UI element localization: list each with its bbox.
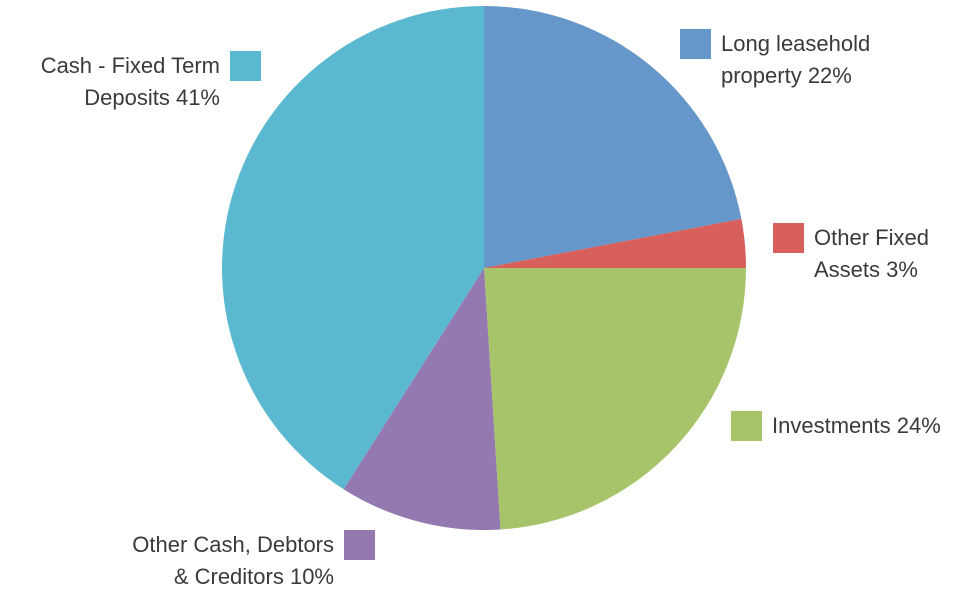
pie-slice-other-fixed-assets (484, 218, 746, 268)
slice-label-cash-fixed-term-line2: Deposits 41% (84, 85, 220, 110)
slice-label-cash-fixed-term: Cash - Fixed Term (41, 53, 220, 78)
pie-slice-cash-fixed-term (222, 6, 484, 490)
pie-slice-long-leasehold (484, 6, 742, 268)
legend-swatch-other-cash (344, 530, 375, 560)
legend-item-cash-fixed-term: Cash - Fixed Term Deposits 41% (41, 51, 261, 110)
legend-item-other-fixed-assets: Other Fixed Assets 3% (773, 223, 929, 282)
legend-swatch-long-leasehold (680, 29, 711, 59)
pie-slice-other-cash (343, 268, 501, 530)
legend-item-other-cash: Other Cash, Debtors & Creditors 10% (132, 530, 375, 589)
slice-label-other-cash: Other Cash, Debtors (132, 532, 334, 557)
legend-item-long-leasehold: Long leasehold property 22% (680, 29, 870, 88)
pie-slice-investments (484, 268, 746, 530)
legend-swatch-cash-fixed-term (230, 51, 261, 81)
slice-label-investments: Investments 24% (772, 413, 941, 438)
slice-label-long-leasehold-line2: property 22% (721, 63, 852, 88)
slice-label-long-leasehold: Long leasehold (721, 31, 870, 56)
legend-item-investments: Investments 24% (731, 411, 941, 441)
slice-label-other-fixed-assets-line2: Assets 3% (814, 257, 918, 282)
legend-swatch-other-fixed-assets (773, 223, 804, 253)
slice-label-other-fixed-assets: Other Fixed (814, 225, 929, 250)
slice-label-other-cash-line2: & Creditors 10% (174, 564, 334, 589)
pie-slices (222, 6, 746, 530)
legend-swatch-investments (731, 411, 762, 441)
